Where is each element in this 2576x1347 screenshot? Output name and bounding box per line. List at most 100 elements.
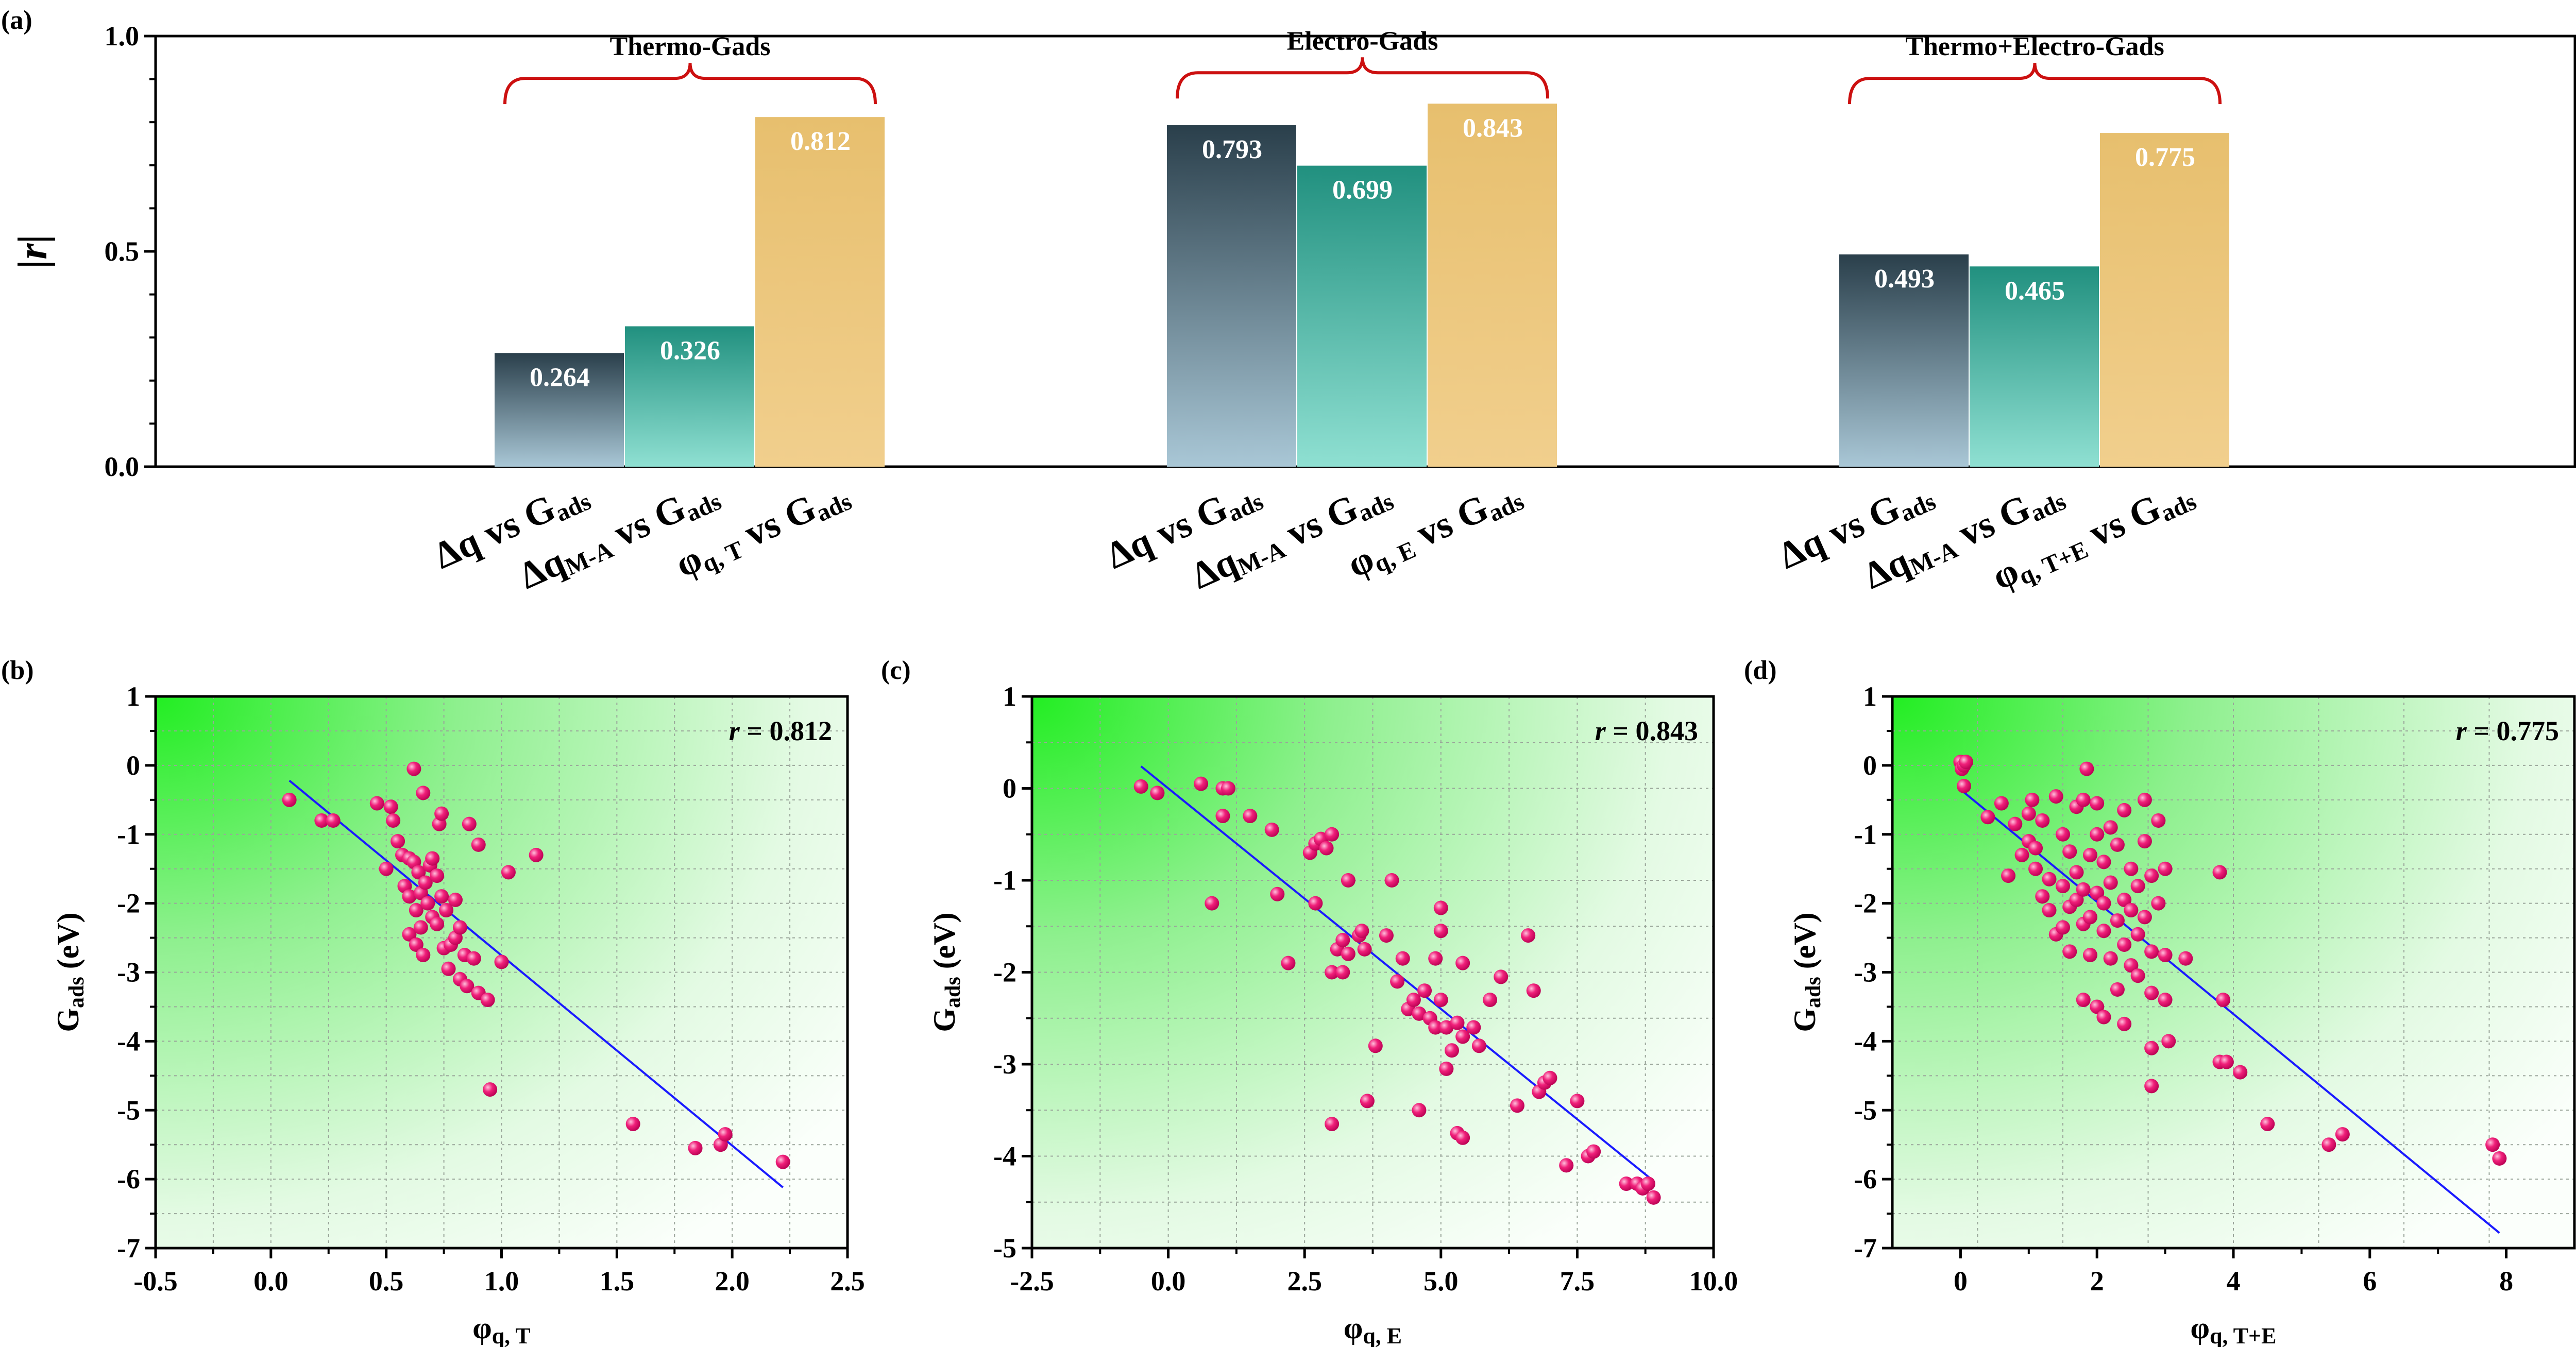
data-point [2158, 993, 2173, 1008]
data-point [418, 875, 433, 890]
data-point [430, 868, 445, 883]
data-point [1417, 983, 1432, 998]
data-point [2124, 958, 2139, 973]
data-point [1281, 956, 1296, 970]
data-point [409, 903, 423, 918]
bar [1970, 266, 2099, 467]
data-point [1379, 928, 1394, 943]
data-point [1390, 974, 1405, 989]
data-point [483, 1082, 498, 1097]
data-point [1640, 1177, 1655, 1191]
data-point [1325, 827, 1340, 842]
data-point [441, 961, 456, 976]
y-tick-label: 1.0 [105, 21, 140, 52]
data-point [1325, 965, 1340, 980]
data-point [2137, 910, 2152, 925]
r-annotation: r = 0.775 [2456, 715, 2559, 746]
bar-value-label: 0.326 [660, 336, 720, 365]
data-point [1521, 928, 1536, 943]
data-point [2014, 847, 2029, 862]
y-tick-label: -3 [117, 957, 140, 988]
x-tick-label: 0 [1954, 1266, 1968, 1297]
data-point [1494, 969, 1509, 984]
y-axis-label: Gads (eV) [927, 912, 965, 1032]
group-title: Electro-Gads [1287, 26, 1438, 56]
data-point [282, 792, 297, 807]
y-tick-label: -4 [1854, 1026, 1877, 1056]
data-point [1319, 841, 1334, 856]
y-tick-label: -7 [1854, 1233, 1877, 1264]
data-point [1433, 900, 1448, 915]
data-point [2090, 796, 2105, 811]
fit-line [1960, 789, 2500, 1234]
y-tick-label: 0 [1003, 773, 1016, 804]
r-annotation: r = 0.812 [729, 715, 832, 746]
bar-value-label: 0.843 [1463, 113, 1523, 143]
bar [625, 326, 754, 467]
data-point [1335, 965, 1350, 980]
group-bracket [1176, 57, 1549, 99]
data-point [1150, 786, 1165, 800]
data-point [2096, 896, 2111, 911]
group-title: Thermo-Gads [610, 32, 771, 61]
data-point [2096, 924, 2111, 939]
data-point [413, 920, 428, 935]
data-point [1570, 1094, 1585, 1109]
data-point [2130, 879, 2145, 894]
data-point [471, 837, 486, 852]
x-tick-label: 4 [2227, 1266, 2241, 1297]
data-point [448, 892, 463, 907]
data-point [460, 979, 474, 994]
data-point [2144, 1079, 2159, 1094]
y-tick-label: -1 [993, 865, 1016, 896]
x-tick-label: 0.0 [253, 1266, 289, 1297]
data-point [1308, 896, 1323, 911]
x-axis-label: φq, T+E [2191, 1311, 2277, 1347]
data-point [1455, 956, 1470, 970]
x-tick-label: 0.5 [369, 1266, 404, 1297]
data-point [416, 948, 431, 963]
data-point [2137, 834, 2152, 849]
x-axis-label: φq, T [472, 1311, 530, 1347]
x-tick-label: 8 [2499, 1266, 2513, 1297]
y-tick-label: 1 [126, 681, 140, 712]
data-point [1428, 951, 1443, 966]
bar [1839, 254, 1969, 467]
data-point [2001, 868, 2016, 883]
x-category-label: φq, T vs Gads [669, 472, 856, 588]
data-point [2117, 892, 2132, 907]
panel-label: (b) [1, 656, 34, 685]
data-point [2260, 1117, 2275, 1132]
data-point [434, 889, 449, 904]
data-point [2056, 879, 2070, 894]
fit-line [289, 779, 784, 1188]
data-point [2335, 1127, 2350, 1142]
data-point [1957, 779, 1972, 794]
y-axis-label: |r| [10, 234, 56, 268]
data-point [2042, 872, 2057, 886]
y-tick-label: -2 [117, 888, 140, 919]
data-point [1428, 1020, 1443, 1035]
group-bracket [1848, 62, 2222, 105]
y-tick-label: 1 [1863, 681, 1877, 712]
data-point [314, 813, 329, 828]
data-point [718, 1127, 733, 1142]
data-point [1455, 1029, 1470, 1044]
fit-line [1140, 765, 1654, 1182]
data-point [2212, 865, 2227, 880]
bar-value-label: 0.699 [1332, 176, 1393, 205]
y-tick-label: -1 [1854, 819, 1877, 850]
y-tick-label: -4 [117, 1026, 140, 1056]
bar-value-label: 0.793 [1202, 135, 1262, 164]
data-point [2117, 1016, 2132, 1031]
data-point [379, 861, 394, 876]
data-point [2048, 789, 2063, 804]
data-point [2056, 827, 2070, 842]
data-point [2233, 1065, 2248, 1080]
bar [755, 117, 885, 467]
data-point [2485, 1137, 2500, 1152]
data-point [529, 847, 544, 862]
data-point [1455, 1130, 1470, 1145]
y-tick-label: -7 [117, 1233, 140, 1264]
bar [2100, 133, 2229, 467]
